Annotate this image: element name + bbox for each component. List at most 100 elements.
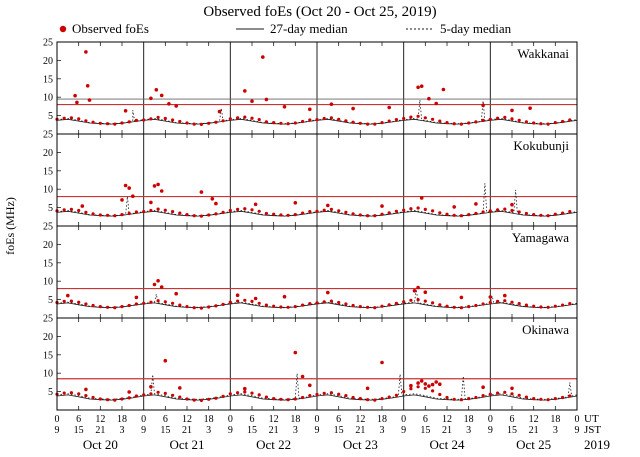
observed-point — [149, 385, 153, 389]
observed-point — [293, 350, 298, 355]
observed-point — [481, 103, 485, 108]
observed-point — [387, 119, 391, 123]
observed-point — [427, 384, 431, 388]
observed-point — [149, 392, 153, 396]
observed-point — [380, 397, 384, 401]
observed-point — [510, 108, 514, 113]
observed-point — [293, 397, 297, 401]
observed-point — [402, 300, 406, 304]
observed-point — [159, 285, 164, 289]
observed-point — [474, 211, 478, 216]
observed-point — [84, 394, 88, 398]
observed-point — [423, 116, 427, 120]
observed-point — [539, 213, 543, 217]
observed-point — [412, 289, 417, 293]
observed-point — [178, 119, 182, 124]
ut-tick-label: 6 — [510, 414, 515, 425]
station-label: Yamagawa — [512, 230, 569, 245]
observed-point — [113, 214, 117, 218]
ut-tick-label: 12 — [182, 414, 192, 425]
observed-point — [528, 106, 532, 110]
observed-point — [409, 207, 413, 211]
observed-point — [228, 208, 232, 213]
observed-point — [142, 393, 146, 397]
observed-point — [438, 211, 442, 215]
observed-point — [134, 295, 139, 300]
observed-point — [156, 390, 160, 394]
observed-point — [123, 109, 128, 113]
observed-point — [134, 118, 138, 122]
observed-point — [365, 386, 370, 391]
y-tick-label: 15 — [43, 258, 53, 269]
y-tick-label: 20 — [43, 240, 53, 251]
observed-point — [546, 122, 550, 126]
observed-point — [532, 304, 536, 308]
observed-point — [409, 383, 413, 388]
ut-tick-label: 6 — [76, 414, 81, 425]
observed-point — [380, 304, 384, 308]
ut-tick-label: 18 — [117, 414, 127, 425]
observed-point — [207, 121, 211, 125]
jst-tick-label: 21 — [355, 425, 365, 436]
observed-point — [423, 207, 427, 211]
observed-point — [167, 102, 171, 106]
observed-point — [142, 210, 146, 214]
y-tick-label: 15 — [43, 166, 53, 177]
ut-tick-label: 0 — [488, 414, 493, 425]
observed-point — [228, 300, 232, 304]
legend-median5-label: 5-day median — [440, 21, 512, 36]
observed-point — [510, 202, 514, 207]
observed-point — [293, 213, 297, 217]
observed-point — [568, 394, 572, 398]
observed-point — [264, 120, 268, 124]
observed-point — [358, 397, 362, 401]
observed-point — [416, 381, 420, 385]
observed-point — [134, 394, 138, 398]
observed-point — [561, 211, 565, 215]
observed-point — [452, 213, 456, 217]
observed-point — [185, 305, 189, 309]
observed-point — [373, 306, 377, 310]
observed-point — [264, 211, 268, 216]
observed-point — [156, 182, 160, 187]
observed-point — [149, 208, 153, 213]
observed-point — [308, 302, 312, 306]
observed-point — [546, 214, 550, 218]
observed-point — [127, 120, 131, 124]
observed-point — [301, 119, 305, 124]
observed-point — [250, 299, 254, 303]
observed-point — [488, 392, 492, 396]
observed-point — [366, 214, 370, 218]
ut-tick-label: 12 — [355, 414, 365, 425]
observed-point — [503, 299, 507, 303]
jst-tick-label: 9 — [575, 425, 580, 436]
observed-point — [293, 121, 297, 125]
observed-point — [264, 303, 268, 307]
y-tick-label: 25 — [43, 38, 53, 49]
observed-point — [419, 84, 424, 88]
observed-point — [358, 121, 362, 125]
chart-panels: 5 10 15 20 25 Wakkanai 5 10 15 20 25 Kokubunji 5 10 15… — [43, 38, 580, 453]
observed-point — [419, 379, 424, 383]
observed-point — [156, 299, 160, 303]
observed-point — [510, 117, 514, 121]
date-label: Oct 23 — [343, 437, 378, 452]
observed-point — [524, 303, 529, 307]
observed-point — [185, 213, 189, 217]
observed-point — [84, 210, 88, 214]
observed-point — [293, 305, 297, 309]
observed-point — [127, 390, 131, 394]
observed-point — [113, 398, 117, 402]
date-label: Oct 24 — [429, 437, 465, 452]
observed-point — [452, 305, 456, 309]
observed-point — [192, 214, 196, 218]
observed-point — [152, 184, 157, 188]
observed-point — [192, 306, 196, 310]
observed-point — [171, 393, 175, 397]
observed-point — [308, 107, 312, 112]
observed-point — [423, 290, 428, 295]
observed-point — [214, 212, 218, 216]
y-tick-label: 10 — [43, 185, 53, 196]
